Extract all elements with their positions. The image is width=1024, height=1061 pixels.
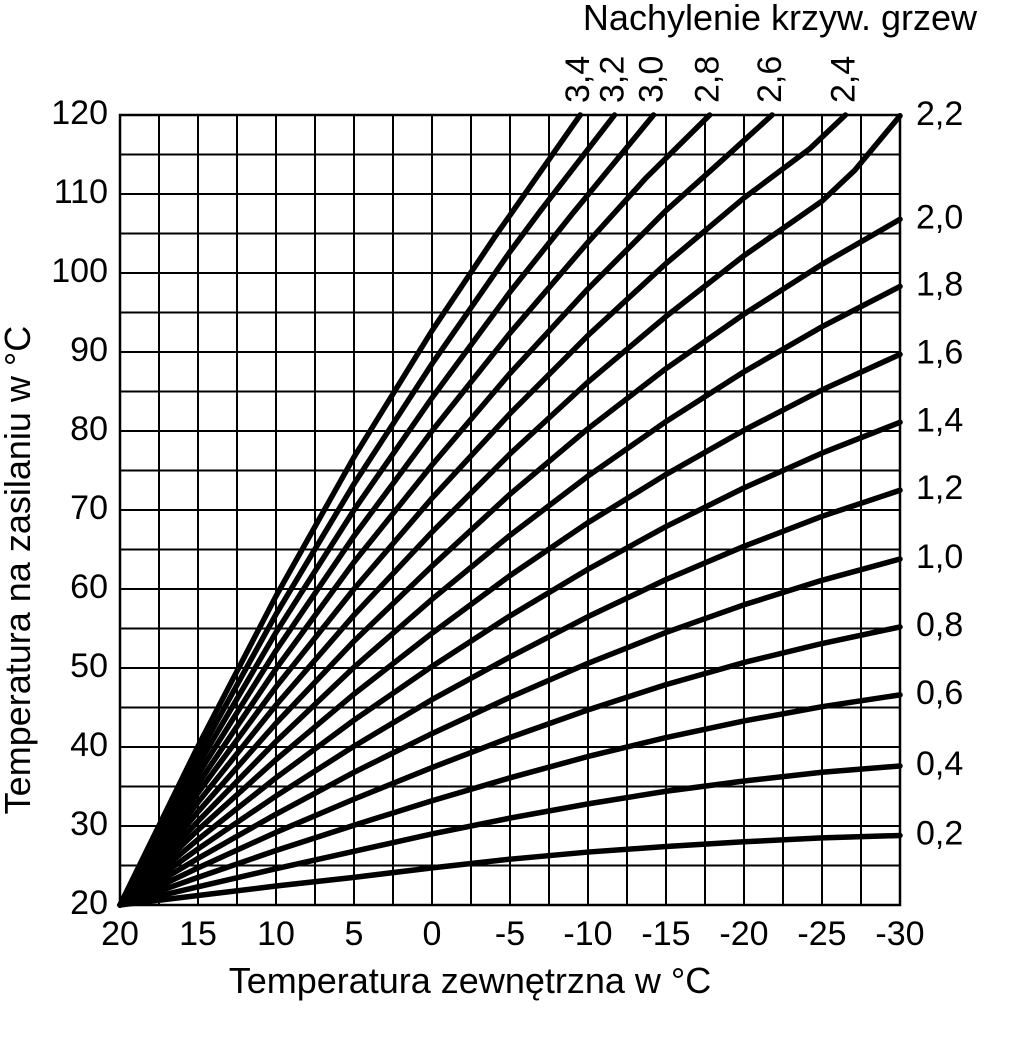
curve-label-1-2: 1,2 xyxy=(916,469,963,507)
y-tick-label: 100 xyxy=(51,252,108,290)
y-tick-label: 40 xyxy=(70,726,108,764)
heating-curve-chart: 203040506070809010011012020151050-5-10-1… xyxy=(0,0,1024,1061)
x-tick-label: 20 xyxy=(101,915,139,953)
y-axis-label: Temperatura na zasilaniu w °C xyxy=(0,326,38,815)
curve-label-2-4: 2,4 xyxy=(824,56,862,103)
x-tick-label: -5 xyxy=(495,915,525,953)
curve-label-2-8: 2,8 xyxy=(689,56,727,103)
x-tick-label: -30 xyxy=(875,915,924,953)
x-tick-label: -10 xyxy=(563,915,612,953)
chart-title: Nachylenie krzyw. grzew xyxy=(583,0,978,38)
curve-label-0-2: 0,2 xyxy=(916,814,963,852)
curve-label-2-6: 2,6 xyxy=(751,56,789,103)
curve-label-1-0: 1,0 xyxy=(916,538,963,576)
curve-label-2-0: 2,0 xyxy=(916,198,963,236)
curve-label-1-8: 1,8 xyxy=(916,265,963,303)
x-tick-label: -20 xyxy=(719,915,768,953)
curve-label-0-8: 0,8 xyxy=(916,606,963,644)
y-tick-label: 60 xyxy=(70,568,108,606)
curve-label-0-6: 0,6 xyxy=(916,674,963,712)
curve-label-3-4: 3,4 xyxy=(559,56,597,103)
curve-label-1-6: 1,6 xyxy=(916,333,963,371)
curve-label-1-4: 1,4 xyxy=(916,401,963,439)
y-tick-label: 80 xyxy=(70,410,108,448)
x-tick-label: -25 xyxy=(797,915,846,953)
y-tick-label: 50 xyxy=(70,647,108,685)
curve-label-0-4: 0,4 xyxy=(916,745,963,783)
x-tick-label: 15 xyxy=(179,915,217,953)
curve-label-3-0: 3,0 xyxy=(633,56,671,103)
x-tick-label: 0 xyxy=(423,915,442,953)
curve-label-3-2: 3,2 xyxy=(594,56,632,103)
y-tick-label: 30 xyxy=(70,805,108,843)
x-tick-label: 5 xyxy=(345,915,364,953)
curve-label-2-2: 2,2 xyxy=(916,95,963,133)
y-tick-label: 110 xyxy=(54,173,108,211)
x-tick-label: -15 xyxy=(641,915,690,953)
y-tick-label: 70 xyxy=(70,489,108,527)
y-tick-label: 120 xyxy=(51,94,108,132)
x-axis-label: Temperatura zewnętrzna w °C xyxy=(229,960,712,1001)
y-tick-label: 90 xyxy=(70,331,108,369)
grid xyxy=(120,115,900,905)
x-tick-label: 10 xyxy=(257,915,295,953)
chart-container: { "chart": { "type": "line", "title": "N… xyxy=(0,0,1024,1061)
